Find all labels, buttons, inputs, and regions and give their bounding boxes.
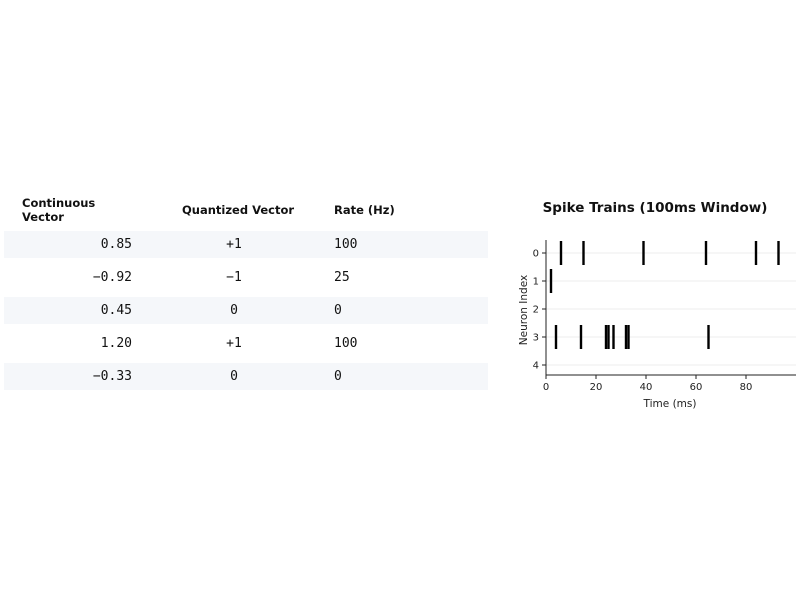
cell-rate: 100 (334, 336, 358, 351)
cell-quantized: 0 (230, 303, 238, 318)
y-tick-label: 0 (533, 249, 539, 260)
cell-continuous: 1.20 (100, 336, 132, 351)
cell-quantized: −1 (226, 270, 242, 285)
cell-quantized: +1 (226, 237, 242, 252)
header-rate: Rate (Hz) (334, 203, 395, 217)
y-tick-label: 3 (533, 333, 539, 344)
cell-continuous: −0.92 (92, 270, 132, 285)
cell-continuous: 0.85 (100, 237, 132, 252)
cell-continuous: −0.33 (92, 369, 132, 384)
y-ticks: 0 1 2 3 4 (533, 249, 546, 372)
cell-quantized: +1 (226, 336, 242, 351)
x-tick-label: 60 (690, 382, 703, 393)
y-tick-label: 2 (533, 305, 539, 316)
cell-rate: 0 (334, 369, 342, 384)
table-header: Continuous Vector Quantized Vector Rate … (4, 195, 488, 225)
x-tick-label: 20 (590, 382, 603, 393)
spike-raster-chart: 0 1 2 3 4 0 20 40 60 80 Time (ms) Neuron Index (518, 240, 796, 410)
y-tick-label: 1 (533, 277, 539, 288)
chart-title: Spike Trains (100ms Window) (542, 200, 768, 216)
rate-table: Continuous Vector Quantized Vector Rate … (4, 195, 488, 390)
x-tick-label: 0 (543, 382, 549, 393)
y-axis-label: Neuron Index (518, 275, 530, 345)
cell-continuous: 0.45 (100, 303, 132, 318)
y-tick-label: 4 (533, 361, 539, 372)
axes (545, 240, 796, 376)
spike-marks (549, 241, 780, 349)
table-row: 0.85 +1 100 (4, 231, 488, 258)
table-row: −0.92 −1 25 (4, 264, 488, 291)
cell-rate: 0 (334, 303, 342, 318)
x-tick-label: 40 (640, 382, 653, 393)
header-continuous-vector: Continuous Vector (22, 196, 96, 224)
x-tick-label: 80 (740, 382, 753, 393)
cell-rate: 25 (334, 270, 350, 285)
table-row: 0.45 0 0 (4, 297, 488, 324)
x-axis-label: Time (ms) (643, 398, 697, 410)
table-row: −0.33 0 0 (4, 363, 488, 390)
table-row: 1.20 +1 100 (4, 330, 488, 357)
grid-lines (546, 252, 796, 366)
cell-quantized: 0 (230, 369, 238, 384)
header-quantized-vector: Quantized Vector (182, 203, 295, 217)
x-ticks: 0 20 40 60 80 (543, 375, 753, 393)
cell-rate: 100 (334, 237, 358, 252)
